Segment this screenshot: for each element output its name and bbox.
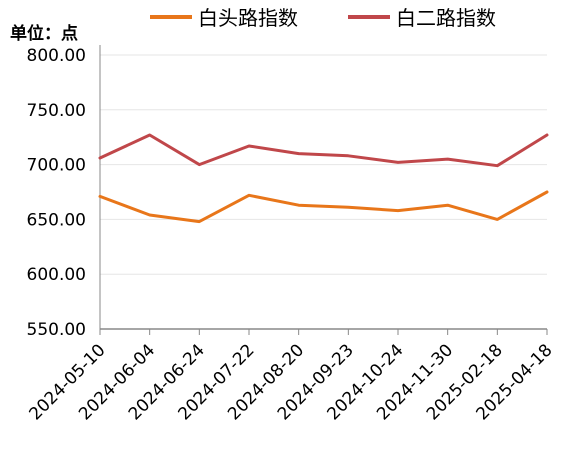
chart-legend: 白头路指数 白二路指数 xyxy=(150,6,496,30)
y-tick-label: 650.00 xyxy=(27,210,86,230)
data-series xyxy=(98,133,549,224)
y-tick-label: 700.00 xyxy=(27,156,86,176)
y-tick-label: 600.00 xyxy=(27,265,86,285)
y-tick-label: 550.00 xyxy=(27,320,86,340)
y-tick-labels: 550.00 600.00 650.00 700.00 750.00 800.00 xyxy=(27,46,86,340)
legend-label-baitou: 白头路指数 xyxy=(198,6,298,30)
unit-label: 单位：点 xyxy=(10,23,78,44)
axes xyxy=(99,45,548,335)
series-line-baier xyxy=(98,133,549,168)
y-tick-label: 800.00 xyxy=(27,46,86,66)
y-tick-label: 750.00 xyxy=(27,101,86,121)
x-tick-labels: 2024-05-102024-06-042024-06-242024-07-22… xyxy=(26,340,557,424)
series-line-baitou xyxy=(98,190,549,224)
legend-label-baier: 白二路指数 xyxy=(396,6,496,30)
